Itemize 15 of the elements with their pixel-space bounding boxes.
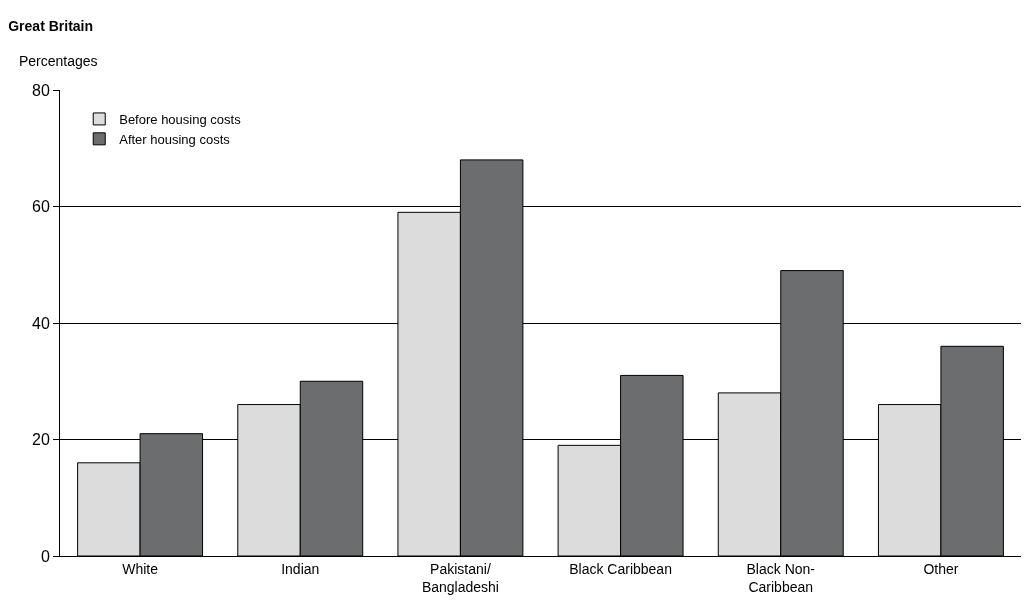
legend-label: After housing costs (119, 131, 231, 147)
chart-title: Great Britain (8, 18, 94, 35)
y-tick-label: 0 (40, 547, 50, 565)
x-tick-label: Indian (281, 560, 320, 577)
y-tick-label: 20 (32, 431, 50, 449)
x-tick-label: Other (923, 560, 959, 577)
y-tick-label: 60 (32, 198, 50, 216)
legend-label: Before housing costs (119, 112, 242, 127)
x-tick-label: Black Caribbean (569, 560, 672, 577)
y-axis-title: Percentages (19, 53, 98, 69)
y-tick-label: 40 (32, 314, 50, 332)
x-tick-label: Pakistani/ Bangladeshi (421, 560, 499, 595)
y-tick-label: 80 (32, 81, 50, 99)
x-tick-label: White (122, 560, 159, 577)
x-tick-label: Black Non- Caribbean (746, 560, 816, 595)
